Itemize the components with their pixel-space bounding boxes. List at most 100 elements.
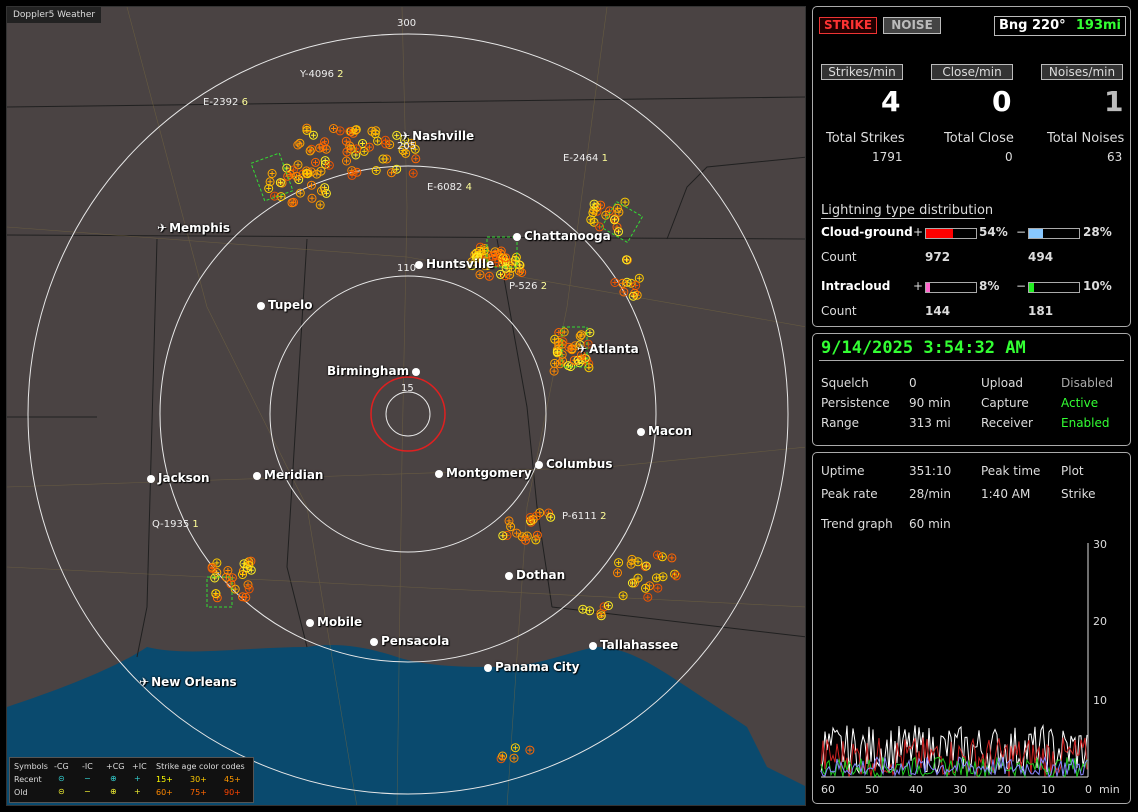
- strike-marker: [527, 747, 533, 753]
- strike-marker: [318, 168, 324, 174]
- strike-marker: [475, 254, 481, 260]
- strike-marker: [303, 169, 313, 179]
- plot-value[interactable]: Strike: [1061, 487, 1096, 501]
- storm-label[interactable]: Y-4096 2: [300, 69, 344, 80]
- strike-marker: [244, 560, 254, 570]
- strike-marker: [618, 591, 628, 601]
- lightning-map[interactable]: Doppler5 Weather 15 110 205 300 ✈ Nashvil…: [6, 6, 806, 806]
- city-dothan[interactable]: Dothan: [505, 568, 565, 582]
- strike-marker: [585, 606, 595, 616]
- strike-marker: [566, 344, 572, 350]
- legend-col-pos-cg: +CG: [106, 762, 125, 771]
- strike-marker: [482, 263, 488, 268]
- noise-button[interactable]: NOISE: [883, 17, 941, 34]
- close-per-min-value: 0: [992, 85, 1012, 118]
- settings-panel: 9/14/2025 3:54:32 AM Squelch 0 Upload Di…: [812, 333, 1131, 446]
- trend-x-tick-60: 60: [821, 783, 835, 796]
- noises-per-min-button[interactable]: Noises/min: [1041, 64, 1123, 80]
- city-atlanta[interactable]: ✈ Atlanta: [577, 342, 639, 356]
- city-mobile[interactable]: Mobile: [306, 615, 362, 629]
- storm-label[interactable]: P-526 2: [509, 281, 548, 292]
- strike-marker: [358, 139, 368, 148]
- strike-marker: [289, 200, 295, 206]
- ring-label-205: 205: [397, 141, 417, 152]
- receiver-value[interactable]: Enabled: [1061, 416, 1110, 430]
- upload-value[interactable]: Disabled: [1061, 376, 1114, 390]
- bearing-readout: Bng 220° 193mi: [994, 16, 1126, 36]
- strike-marker: [528, 515, 538, 525]
- city-nashville[interactable]: ✈ Nashville: [400, 129, 475, 143]
- strike-marker: [477, 272, 483, 278]
- strike-marker: [535, 508, 545, 518]
- strikes-per-min-button[interactable]: Strikes/min: [821, 64, 903, 80]
- total-close-value: 0: [1005, 150, 1013, 164]
- strike-marker: [660, 574, 666, 580]
- legend-recent-neg-ic-icon: −: [84, 774, 91, 783]
- city-memphis[interactable]: ✈ Memphis: [157, 221, 231, 235]
- city-chattanooga[interactable]: Chattanooga: [513, 229, 611, 243]
- city-dot-icon: [535, 460, 543, 469]
- persistence-value: 90 min: [909, 396, 951, 410]
- strike-marker: [408, 168, 418, 178]
- strike-marker: [643, 563, 649, 569]
- strike-marker: [223, 566, 233, 575]
- storm-label[interactable]: E-6082 4: [427, 182, 472, 193]
- storm-label[interactable]: E-2464 1: [563, 153, 608, 164]
- strike-marker: [305, 171, 311, 177]
- ic-negative-bar: [1028, 282, 1080, 293]
- city-new-orleans[interactable]: ✈ New Orleans: [139, 675, 237, 689]
- strike-marker: [628, 291, 638, 301]
- strike-marker: [313, 159, 318, 165]
- strike-marker: [492, 260, 498, 265]
- receiver-label: Receiver: [981, 416, 1033, 430]
- range-rings: [27, 33, 789, 795]
- strike-marker: [240, 594, 245, 600]
- inner-ring: [385, 391, 431, 437]
- strike-marker: [381, 139, 391, 149]
- cg-plus-sign: +: [913, 225, 924, 239]
- map-base: [7, 7, 805, 805]
- strike-marker: [525, 745, 535, 755]
- city-meridian[interactable]: Meridian: [253, 468, 323, 482]
- city-dot-icon: [306, 618, 314, 627]
- storm-label[interactable]: Q-1935 1: [152, 519, 199, 530]
- city-macon[interactable]: Macon: [637, 424, 692, 438]
- city-panama-city[interactable]: Panama City: [484, 660, 579, 674]
- close-per-min-button[interactable]: Close/min: [931, 64, 1013, 80]
- strike-marker: [614, 205, 620, 211]
- city-jackson[interactable]: Jackson: [147, 471, 210, 485]
- strike-marker: [308, 130, 318, 140]
- city-birmingham[interactable]: Birmingham: [327, 364, 423, 378]
- strike-button[interactable]: STRIKE: [819, 17, 877, 34]
- city-montgomery[interactable]: Montgomery: [435, 466, 532, 480]
- strike-marker: [411, 154, 421, 164]
- city-columbus[interactable]: Columbus: [535, 457, 613, 471]
- total-close-label: Total Close: [944, 131, 1014, 146]
- strike-marker: [266, 186, 272, 191]
- strike-marker: [375, 138, 381, 144]
- city-tallahassee[interactable]: Tallahassee: [589, 638, 678, 652]
- storm-label[interactable]: E-2392 6: [203, 97, 248, 108]
- legend-col-pos-ic: +IC: [132, 762, 147, 771]
- strike-marker: [620, 197, 630, 207]
- total-strikes-label: Total Strikes: [826, 131, 905, 146]
- strike-marker: [546, 512, 556, 522]
- strike-marker: [621, 289, 627, 295]
- city-pensacola[interactable]: Pensacola: [370, 634, 449, 648]
- legend-col-neg-cg: -CG: [54, 762, 69, 771]
- city-dot-icon: [412, 367, 421, 376]
- strike-marker: [596, 200, 606, 210]
- city-tupelo[interactable]: Tupelo: [257, 298, 313, 312]
- ic-negative-percent: 10%: [1083, 279, 1112, 293]
- strike-marker: [532, 530, 542, 540]
- trend-graph-value[interactable]: 60 min: [909, 517, 951, 531]
- strike-marker: [565, 363, 571, 369]
- storm-label[interactable]: P-6111 2: [562, 511, 607, 522]
- city-huntsville[interactable]: Huntsville: [415, 257, 494, 271]
- capture-value[interactable]: Active: [1061, 396, 1099, 410]
- strike-marker: [575, 357, 581, 363]
- strike-marker: [307, 148, 313, 154]
- strike-marker: [410, 170, 416, 176]
- strike-marker: [627, 578, 637, 588]
- strike-marker: [645, 594, 651, 600]
